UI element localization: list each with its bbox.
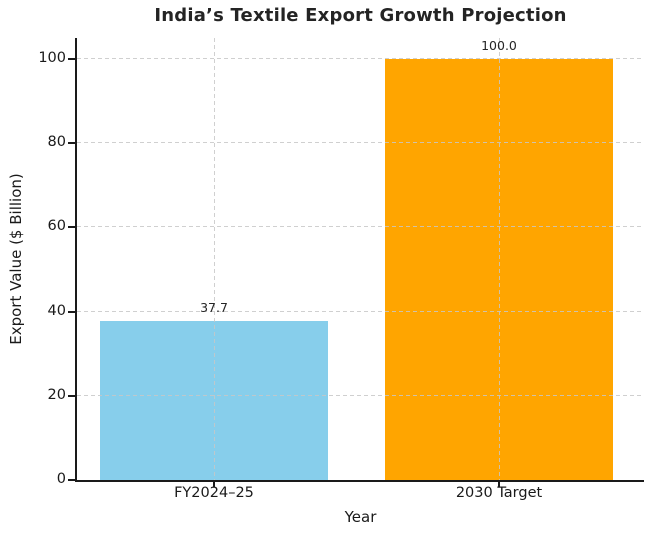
y-tick-label: 40 <box>47 302 66 319</box>
y-tick-mark <box>68 479 75 481</box>
y-tick-mark <box>68 58 75 61</box>
y-tick-label: 60 <box>47 218 66 235</box>
x-tick-label: FY2024–25 <box>174 485 254 501</box>
y-tick-mark <box>68 310 75 313</box>
h-gridline <box>77 142 644 144</box>
y-tick-label: 0 <box>56 471 66 487</box>
x-tick-mark <box>213 482 215 487</box>
h-gridline <box>77 58 644 60</box>
y-tick-label: 20 <box>47 386 66 403</box>
y-tick-mark <box>68 142 75 145</box>
h-gridline <box>77 394 644 396</box>
h-gridline <box>77 310 644 312</box>
y-tick-mark <box>68 394 75 397</box>
plot-area: 37.7 100.0 <box>75 38 644 482</box>
x-tick-mark <box>498 482 500 487</box>
y-tick-label: 100 <box>38 50 66 67</box>
y-axis-label: Export Value ($ Billion) <box>7 173 25 345</box>
bar-value-label: 100.0 <box>481 38 517 54</box>
v-gridline <box>498 38 500 480</box>
h-gridline <box>77 226 644 228</box>
x-tick-label: 2030 Target <box>455 485 543 501</box>
bar-value-label: 37.7 <box>200 300 228 316</box>
x-axis-label: Year <box>344 508 377 526</box>
y-tick-mark <box>68 226 75 229</box>
chart-title: India’s Textile Export Growth Projection <box>154 5 567 26</box>
v-gridline <box>213 38 215 480</box>
y-tick-label: 80 <box>47 134 66 151</box>
